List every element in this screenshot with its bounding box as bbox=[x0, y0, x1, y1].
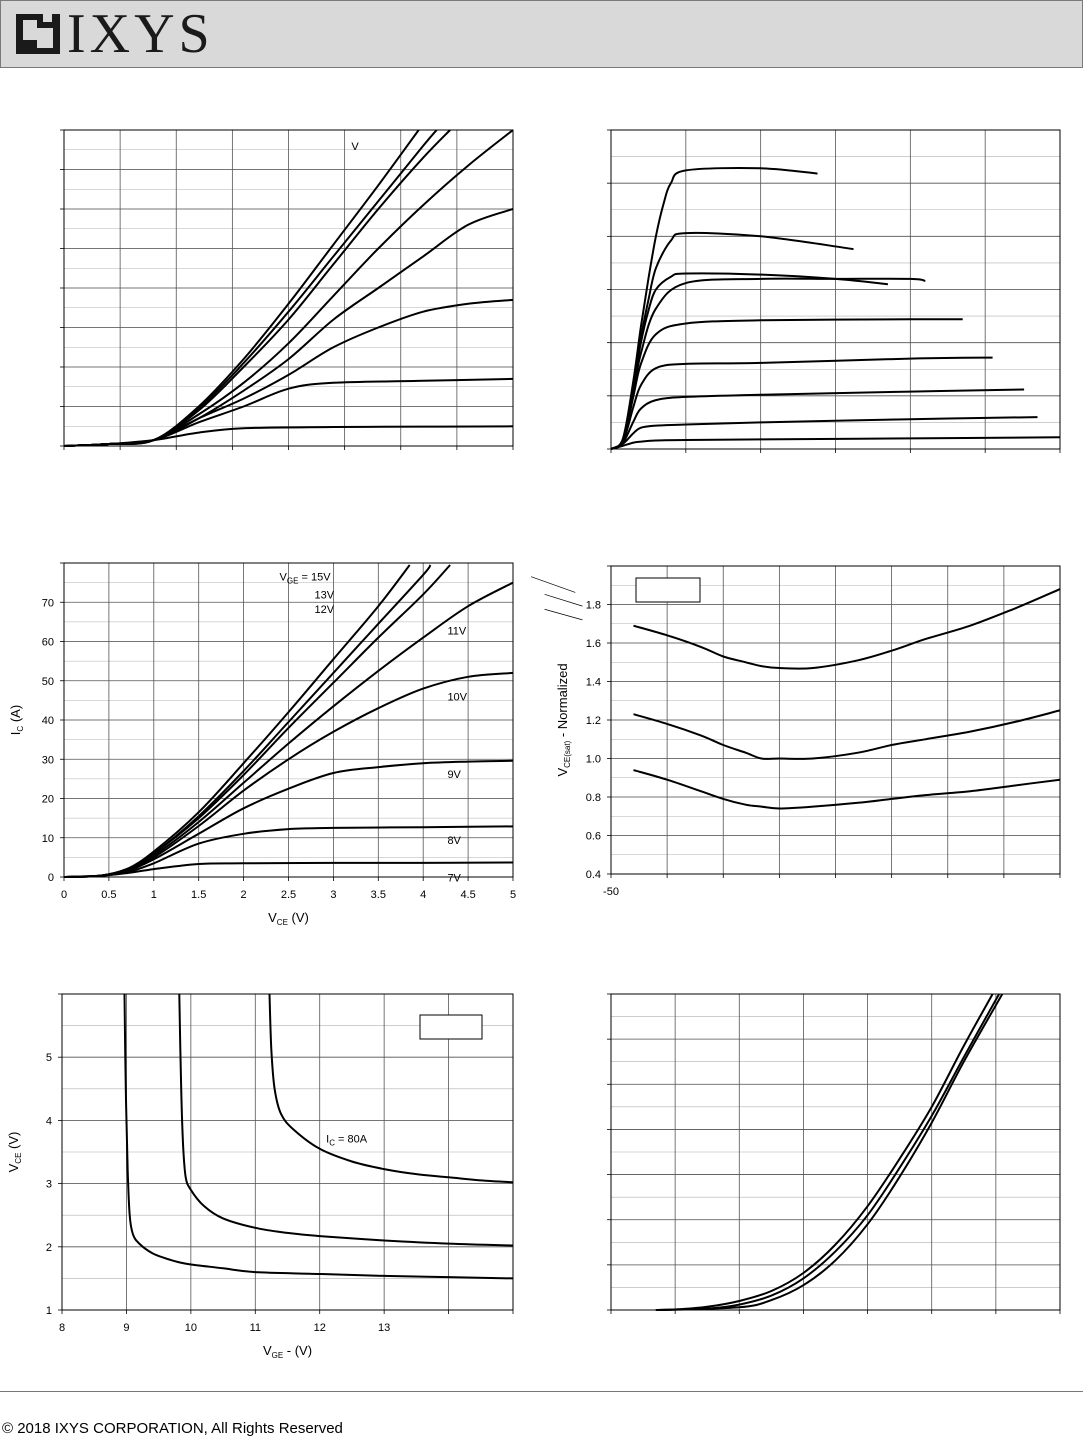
y-tick-label: 50 bbox=[42, 676, 54, 688]
curve-label: 12V bbox=[315, 604, 335, 616]
y-axis-label: VCE(sat) - Normalized bbox=[555, 663, 572, 776]
y-tick-label: 10 bbox=[42, 833, 54, 845]
x-tick-label: 1.5 bbox=[191, 889, 206, 901]
curve-label: 9V bbox=[447, 769, 461, 781]
x-tick-label: 8 bbox=[59, 1322, 65, 1334]
grid bbox=[607, 129, 1061, 453]
plot-frame bbox=[61, 993, 514, 1311]
y-axis-label: VCE (V) bbox=[6, 1132, 23, 1173]
x-tick-label: 3.5 bbox=[371, 889, 386, 901]
x-axis-label: VGE - (V) bbox=[263, 1343, 312, 1360]
legend-box bbox=[419, 1014, 483, 1040]
series-line-3 bbox=[611, 388, 1025, 450]
curve-label: 8V bbox=[447, 835, 461, 847]
label-leader-line bbox=[544, 608, 583, 621]
y-tick-label: 0 bbox=[48, 872, 54, 884]
series-line-4 bbox=[611, 356, 993, 450]
curve-label: V bbox=[351, 141, 359, 153]
curve-label: 10V bbox=[447, 691, 467, 703]
y-tick-label: 0.8 bbox=[586, 792, 601, 804]
x-tick-label: 4 bbox=[420, 889, 426, 901]
x-tick-label: 1 bbox=[151, 889, 157, 901]
page-header: IXYS bbox=[0, 0, 1083, 68]
plot-frame bbox=[610, 993, 1061, 1311]
curve-label: VGE = 15V bbox=[280, 572, 332, 586]
x-tick-label: 3 bbox=[330, 889, 336, 901]
x-tick-label: 5 bbox=[510, 889, 516, 901]
series-line-3 bbox=[64, 759, 513, 878]
y-tick-label: 5 bbox=[46, 1052, 52, 1064]
x-tick-label: 11 bbox=[250, 1322, 261, 1334]
legend-box bbox=[635, 577, 701, 603]
y-tick-label: 1.2 bbox=[586, 715, 601, 727]
series-line-1 bbox=[655, 993, 994, 1311]
grid bbox=[607, 993, 1061, 1314]
y-tick-label: 4 bbox=[46, 1115, 52, 1127]
x-tick-label: 9 bbox=[123, 1322, 129, 1334]
x-tick-label: 0 bbox=[61, 889, 67, 901]
plot-frame bbox=[63, 562, 514, 878]
y-tick-label: 1.4 bbox=[586, 677, 601, 689]
plot-frame bbox=[610, 565, 1061, 875]
y-axis-label: IC (A) bbox=[8, 705, 25, 735]
series-line-3 bbox=[633, 769, 1060, 810]
footer-divider bbox=[0, 1391, 1083, 1392]
series-line-1 bbox=[633, 588, 1060, 670]
series-line-1 bbox=[611, 436, 1060, 450]
series-line-3 bbox=[655, 993, 1004, 1311]
x-tick-label: 2.5 bbox=[281, 889, 296, 901]
y-tick-label: 1.0 bbox=[586, 754, 601, 766]
series-line-2 bbox=[178, 993, 513, 1247]
x-tick-label: 12 bbox=[314, 1322, 326, 1334]
x-axis-label: VCE (V) bbox=[268, 910, 309, 927]
series-line-3 bbox=[268, 993, 513, 1184]
series-line-8 bbox=[64, 564, 411, 878]
series-line-9 bbox=[611, 167, 818, 450]
ixys-logo-mark-icon bbox=[16, 14, 60, 54]
grid bbox=[58, 993, 514, 1314]
x-tick-label: 4.5 bbox=[460, 889, 475, 901]
y-tick-label: 1.8 bbox=[586, 600, 601, 612]
series-line-2 bbox=[655, 993, 1000, 1311]
y-tick-label: 60 bbox=[42, 637, 54, 649]
y-tick-label: 20 bbox=[42, 794, 54, 806]
series-line-2 bbox=[633, 709, 1060, 760]
y-tick-label: 2 bbox=[46, 1242, 52, 1254]
y-tick-label: 3 bbox=[46, 1179, 52, 1191]
y-tick-label: 40 bbox=[42, 715, 54, 727]
x-tick-label: 0.5 bbox=[101, 889, 116, 901]
plot-frame bbox=[63, 129, 514, 447]
series-line-1 bbox=[123, 993, 513, 1280]
copyright-notice: © 2018 IXYS CORPORATION, All Rights Rese… bbox=[2, 1420, 343, 1437]
y-tick-label: 0.4 bbox=[586, 869, 601, 881]
series-line-2 bbox=[611, 416, 1038, 450]
curve-label: 11V bbox=[447, 625, 466, 637]
series-line-8 bbox=[64, 129, 420, 447]
y-tick-label: 30 bbox=[42, 754, 54, 766]
y-tick-label: 70 bbox=[42, 597, 54, 609]
curve-label: IC = 80A bbox=[326, 1134, 368, 1148]
curve-label: 13V bbox=[315, 589, 335, 601]
label-leader-line bbox=[530, 576, 576, 593]
x-tick-label: -50 bbox=[603, 886, 619, 898]
grid bbox=[60, 562, 514, 881]
x-tick-label: 13 bbox=[378, 1322, 390, 1334]
y-tick-label: 1.6 bbox=[586, 638, 601, 650]
curve-label: 7V bbox=[447, 873, 461, 885]
y-tick-label: 0.6 bbox=[586, 831, 601, 843]
y-tick-label: 1 bbox=[46, 1305, 52, 1317]
ixys-logo-text: IXYS bbox=[67, 3, 214, 65]
label-leader-line bbox=[544, 593, 583, 607]
plot-frame bbox=[610, 129, 1061, 450]
x-tick-label: 10 bbox=[185, 1322, 197, 1334]
x-tick-label: 2 bbox=[241, 889, 247, 901]
